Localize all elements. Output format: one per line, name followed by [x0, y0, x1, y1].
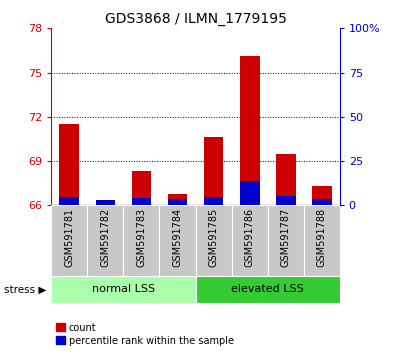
- Bar: [160, 205, 196, 276]
- Text: GSM591788: GSM591788: [317, 207, 327, 267]
- Text: elevated LSS: elevated LSS: [231, 284, 304, 295]
- Bar: [167, 199, 187, 205]
- Bar: [60, 198, 79, 205]
- Bar: [231, 205, 267, 276]
- Bar: [267, 205, 304, 276]
- Text: GSM591782: GSM591782: [100, 207, 111, 267]
- Text: GSM591785: GSM591785: [209, 207, 218, 267]
- Bar: [204, 197, 224, 205]
- Legend: count, percentile rank within the sample: count, percentile rank within the sample: [56, 323, 234, 346]
- Bar: [276, 195, 295, 205]
- Bar: [196, 276, 340, 303]
- Bar: [240, 181, 260, 205]
- Bar: [51, 205, 87, 276]
- Bar: [312, 199, 331, 205]
- Bar: [51, 276, 196, 303]
- Bar: [132, 198, 151, 205]
- Bar: [87, 205, 123, 276]
- Text: GSM591784: GSM591784: [173, 207, 182, 267]
- Bar: [312, 186, 331, 205]
- Bar: [60, 124, 79, 205]
- Bar: [240, 56, 260, 205]
- Bar: [123, 205, 160, 276]
- Bar: [304, 205, 340, 276]
- Text: normal LSS: normal LSS: [92, 284, 155, 295]
- Text: GSM591781: GSM591781: [64, 207, 74, 267]
- Bar: [204, 137, 224, 205]
- Text: GSM591783: GSM591783: [136, 207, 147, 267]
- Bar: [167, 194, 187, 205]
- Bar: [196, 205, 231, 276]
- Bar: [132, 171, 151, 205]
- Bar: [96, 200, 115, 205]
- Text: GSM591787: GSM591787: [280, 207, 291, 267]
- Text: GSM591786: GSM591786: [245, 207, 255, 267]
- Bar: [276, 154, 295, 205]
- Title: GDS3868 / ILMN_1779195: GDS3868 / ILMN_1779195: [105, 12, 286, 26]
- Bar: [96, 203, 115, 205]
- Text: stress ▶: stress ▶: [4, 284, 46, 295]
